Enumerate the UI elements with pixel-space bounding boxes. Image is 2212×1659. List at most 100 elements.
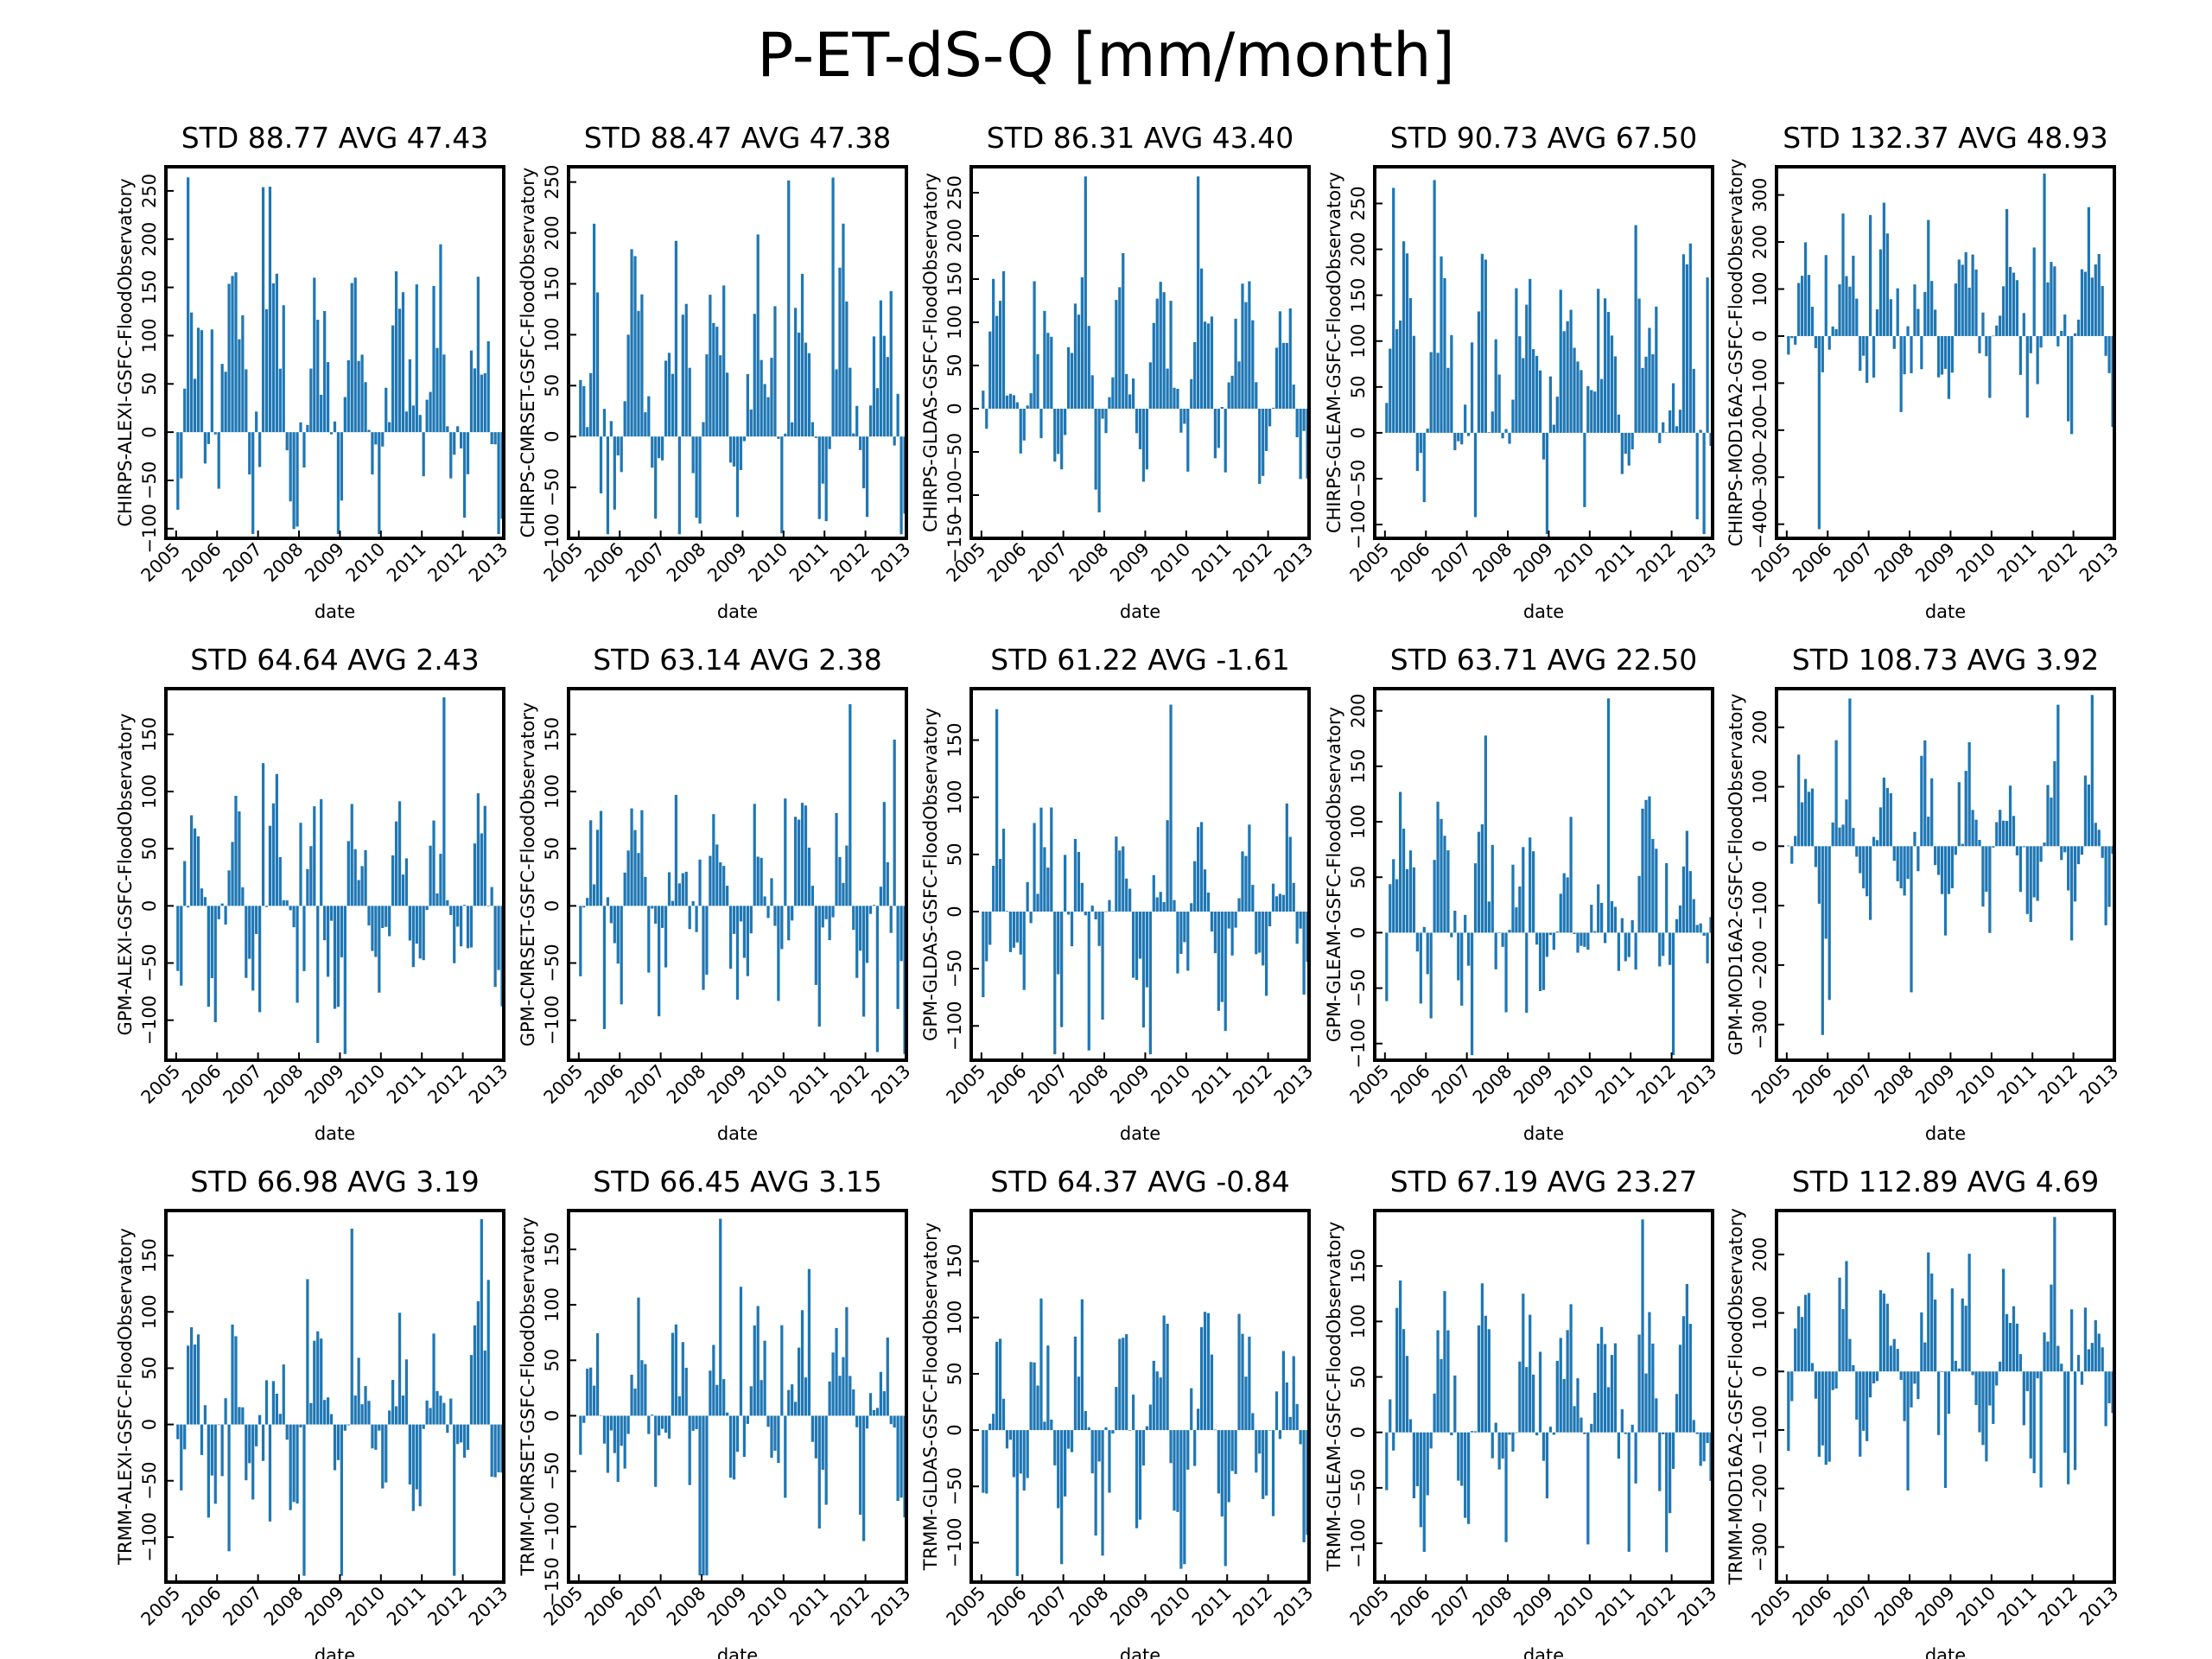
bar — [1234, 912, 1237, 928]
bar — [896, 1415, 899, 1502]
bar — [1943, 846, 1948, 936]
bar — [1122, 252, 1125, 409]
bar — [1399, 1280, 1402, 1433]
y-tick-label: 250 — [542, 165, 563, 200]
y-tick-label: 250 — [944, 175, 965, 210]
bar — [1862, 846, 1866, 889]
bar — [296, 906, 299, 1003]
bar — [1206, 892, 1211, 912]
bar — [1613, 356, 1618, 433]
bar — [1213, 409, 1217, 459]
bar — [1978, 840, 1981, 847]
bar — [982, 1430, 985, 1493]
y-tick-label: 150 — [139, 1238, 160, 1273]
y-tick-label: 0 — [139, 1419, 160, 1430]
bar — [268, 187, 272, 433]
y-tick-label: −300 — [1750, 1522, 1770, 1573]
bar — [749, 906, 753, 934]
bar — [2032, 846, 2036, 898]
bar — [1405, 868, 1409, 933]
y-tick-label: 150 — [542, 1232, 563, 1267]
bar — [1827, 335, 1831, 350]
bar — [766, 397, 770, 437]
bar — [879, 1371, 882, 1416]
bar — [1224, 409, 1227, 473]
bar — [268, 825, 272, 906]
bar — [1251, 1413, 1255, 1431]
bar — [1148, 1404, 1152, 1431]
bar — [1872, 1371, 1876, 1384]
bar — [739, 906, 743, 922]
bar — [1193, 861, 1197, 912]
bar — [238, 811, 241, 906]
bar — [1199, 822, 1204, 912]
bar — [2087, 207, 2090, 336]
bar — [1967, 1253, 1971, 1372]
bar — [787, 180, 791, 437]
y-tick-label: −100 — [1750, 359, 1770, 409]
x-tick-label: 2009 — [1911, 1061, 1959, 1109]
bar — [1265, 912, 1268, 996]
bar — [261, 187, 265, 433]
bar — [1217, 912, 1220, 1011]
bar — [1029, 393, 1033, 409]
bar — [480, 1218, 483, 1425]
x-tick-label: 2010 — [342, 539, 390, 587]
bar — [702, 422, 705, 437]
bar — [1892, 1338, 1896, 1372]
bar — [688, 906, 691, 930]
bar — [1637, 298, 1641, 433]
x-tick-label: 2006 — [1789, 539, 1836, 587]
bar — [1899, 1371, 1903, 1380]
bar — [637, 310, 640, 437]
bar — [2018, 846, 2023, 893]
bar — [1807, 791, 1811, 847]
bar — [1050, 807, 1053, 912]
bar — [691, 1415, 695, 1431]
x-tick-label: 2013 — [868, 539, 915, 587]
bar — [203, 432, 207, 464]
bar — [2039, 335, 2043, 348]
bar — [787, 1389, 791, 1416]
bar — [698, 859, 702, 906]
bar — [1562, 331, 1566, 433]
x-tick-label: 2006 — [983, 539, 1031, 587]
bar — [1199, 1326, 1204, 1431]
bar — [336, 906, 340, 1007]
bar — [350, 804, 353, 906]
bar — [1950, 846, 1955, 888]
bar — [217, 1424, 220, 1426]
bar — [2005, 1313, 2009, 1372]
bar — [1597, 289, 1600, 433]
bar — [207, 906, 210, 1007]
bar — [1440, 1358, 1443, 1433]
bar — [353, 849, 357, 906]
bar — [1899, 846, 1903, 889]
y-tick-label: 50 — [139, 837, 160, 861]
bar — [469, 906, 474, 948]
bar — [1244, 1376, 1248, 1431]
bar — [1385, 932, 1389, 1001]
bar — [224, 906, 227, 925]
bar — [1504, 429, 1508, 433]
bar — [698, 436, 702, 524]
bar — [309, 846, 313, 906]
bar — [422, 432, 425, 477]
bar — [2094, 1319, 2097, 1372]
bar — [1128, 1430, 1132, 1431]
bar — [1569, 309, 1573, 433]
bar — [807, 1268, 811, 1416]
bar — [681, 873, 684, 906]
bar — [1927, 1252, 1930, 1372]
bar — [1992, 335, 1995, 337]
bar — [439, 1395, 442, 1425]
bar — [1950, 335, 1955, 373]
bar — [1923, 1342, 1927, 1372]
bar — [207, 432, 210, 444]
y-tick-label: 150 — [139, 270, 160, 305]
bar — [1053, 409, 1057, 462]
bar — [480, 833, 483, 906]
bar — [306, 1279, 309, 1425]
bar — [807, 353, 811, 437]
